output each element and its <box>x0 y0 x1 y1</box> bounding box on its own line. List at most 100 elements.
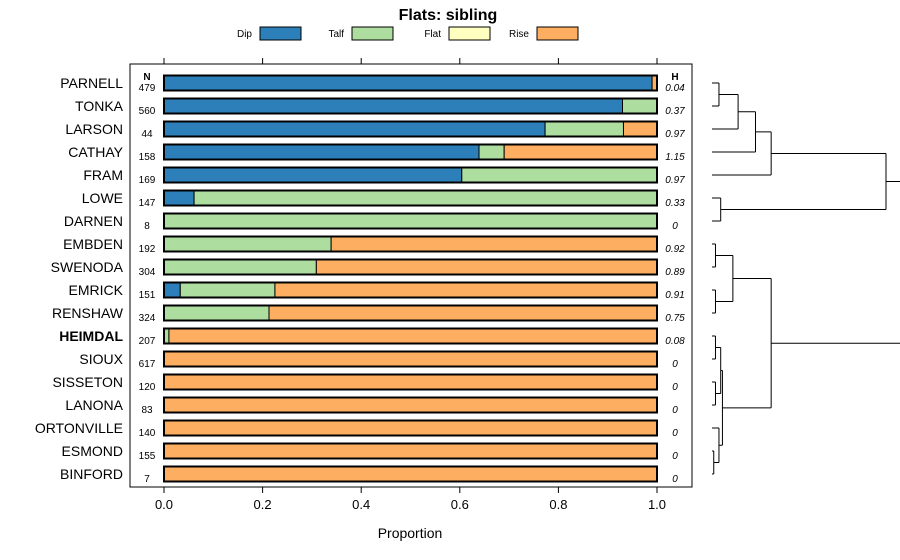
n-value-parnell: 479 <box>139 83 156 94</box>
x-tick-label-4: 0.8 <box>549 497 567 512</box>
bar-outline-tonka <box>163 97 658 115</box>
h-value-darnen: 0 <box>672 221 678 232</box>
chart-title: Flats: sibling <box>399 7 498 24</box>
bar-segment-larson-rise <box>622 121 658 137</box>
row-label-swenoda: SWENODA <box>51 259 124 275</box>
legend-swatch-talf <box>351 26 394 41</box>
dendrogram-node-j <box>712 335 716 360</box>
h-value-embden: 0.92 <box>665 244 685 255</box>
bars <box>163 74 658 483</box>
legend: Dip Talf Flat Rise <box>237 26 579 41</box>
dendrogram-node-b <box>712 94 739 130</box>
h-column: 0.04 0.37 0.97 1.15 0.97 0.33 0 0.92 0.89 0.91 0.7… <box>665 83 685 485</box>
dendrogram-node-e <box>712 197 722 222</box>
x-tick-label-1: 0.2 <box>254 497 272 512</box>
bar-row-sioux <box>163 350 658 368</box>
legend-label-flat: Flat <box>424 29 441 40</box>
bar-segment-parnell-dip <box>163 75 653 91</box>
n-value-sioux: 617 <box>139 359 156 370</box>
bar-segment-swenoda-rise <box>315 259 658 275</box>
legend-label-dip: Dip <box>237 29 252 40</box>
row-label-binford: BINFORD <box>60 466 123 482</box>
bar-row-sisseton <box>163 373 658 391</box>
h-value-emrick: 0.91 <box>665 290 684 301</box>
bar-segment-swenoda-talf <box>163 259 317 275</box>
h-value-sisseton: 0 <box>672 382 678 393</box>
row-label-darnen: DARNEN <box>64 213 123 229</box>
bar-outline-ortonville <box>163 419 658 437</box>
n-value-tonka: 560 <box>139 106 156 117</box>
bar-outline-emrick <box>163 281 658 299</box>
bar-segment-sioux-rise <box>163 351 658 367</box>
bar-segment-tonka-dip <box>163 98 623 114</box>
bar-segment-cathay-talf <box>478 144 505 160</box>
h-value-cathay: 1.15 <box>665 152 685 163</box>
h-value-swenoda: 0.89 <box>665 267 685 278</box>
bar-row-larson <box>163 120 658 138</box>
bar-segment-embden-talf <box>163 236 332 252</box>
row-label-cathay: CATHAY <box>68 144 123 160</box>
row-label-sioux: SIOUX <box>79 351 123 367</box>
bar-segment-fram-talf <box>461 167 658 183</box>
dendrogram-node-k <box>712 381 716 406</box>
plot-frame <box>129 63 693 488</box>
bar-row-ortonville <box>163 419 658 437</box>
bar-outline-parnell <box>163 74 658 92</box>
bar-row-lanona <box>163 396 658 414</box>
bar-segment-emrick-dip <box>163 282 181 298</box>
x-tick-label-5: 1.0 <box>648 497 666 512</box>
dendrogram-node-c <box>712 111 756 153</box>
dendrogram-node-a <box>712 82 720 107</box>
dendrogram-node-h <box>712 289 716 314</box>
n-value-cathay: 158 <box>139 152 156 163</box>
h-value-sioux: 0 <box>672 359 678 370</box>
x-tick-label-0: 0.0 <box>155 497 173 512</box>
bar-row-cathay <box>163 143 658 161</box>
bar-row-embden <box>163 235 658 253</box>
n-value-emrick: 151 <box>139 290 156 301</box>
bar-segment-darnen-talf <box>163 213 658 229</box>
bar-outline-sisseton <box>163 373 658 391</box>
bar-segment-lanona-rise <box>163 397 658 413</box>
bar-segment-emrick-talf <box>179 282 276 298</box>
n-value-lanona: 83 <box>141 405 153 416</box>
h-value-larson: 0.97 <box>665 129 685 140</box>
bar-outline-larson <box>163 120 658 138</box>
legend-label-talf: Talf <box>328 29 344 40</box>
n-value-sisseton: 120 <box>139 382 156 393</box>
h-value-heimdal: 0.08 <box>665 336 685 347</box>
bar-row-renshaw <box>163 304 658 322</box>
row-label-renshaw: RENSHAW <box>52 305 124 321</box>
bar-outline-binford <box>163 465 658 483</box>
bar-segment-embden-rise <box>330 236 658 252</box>
bar-row-heimdal <box>163 327 658 345</box>
row-label-tonka: TONKA <box>75 98 124 114</box>
legend-swatch-flat <box>448 26 491 41</box>
h-value-ortonville: 0 <box>672 428 678 439</box>
bar-segment-renshaw-talf <box>163 305 270 321</box>
n-value-larson: 44 <box>141 129 153 140</box>
n-value-lowe: 147 <box>139 198 156 209</box>
row-label-lanona: LANONA <box>65 397 123 413</box>
h-value-fram: 0.97 <box>665 175 685 186</box>
bar-segment-emrick-rise <box>274 282 658 298</box>
h-value-tonka: 0.37 <box>665 106 685 117</box>
row-label-fram: FRAM <box>83 167 123 183</box>
top-axis-ticks <box>163 58 658 64</box>
row-label-esmond: ESMOND <box>62 443 123 459</box>
row-label-embden: EMBDEN <box>63 236 123 252</box>
bar-outline-lowe <box>163 189 658 207</box>
bar-segment-ortonville-rise <box>163 420 658 436</box>
dendrogram-node-p <box>722 278 772 409</box>
bar-outline-fram <box>163 166 658 184</box>
bar-row-binford <box>163 465 658 483</box>
n-value-swenoda: 304 <box>139 267 156 278</box>
dendrogram-node-n <box>715 347 722 394</box>
row-label-ortonville: ORTONVILLE <box>35 420 123 436</box>
n-value-renshaw: 324 <box>139 313 156 324</box>
row-label-emrick: EMRICK <box>69 282 124 298</box>
bar-outline-sioux <box>163 350 658 368</box>
dendrogram-node-l <box>712 450 715 475</box>
legend-swatch-rise <box>536 26 579 41</box>
